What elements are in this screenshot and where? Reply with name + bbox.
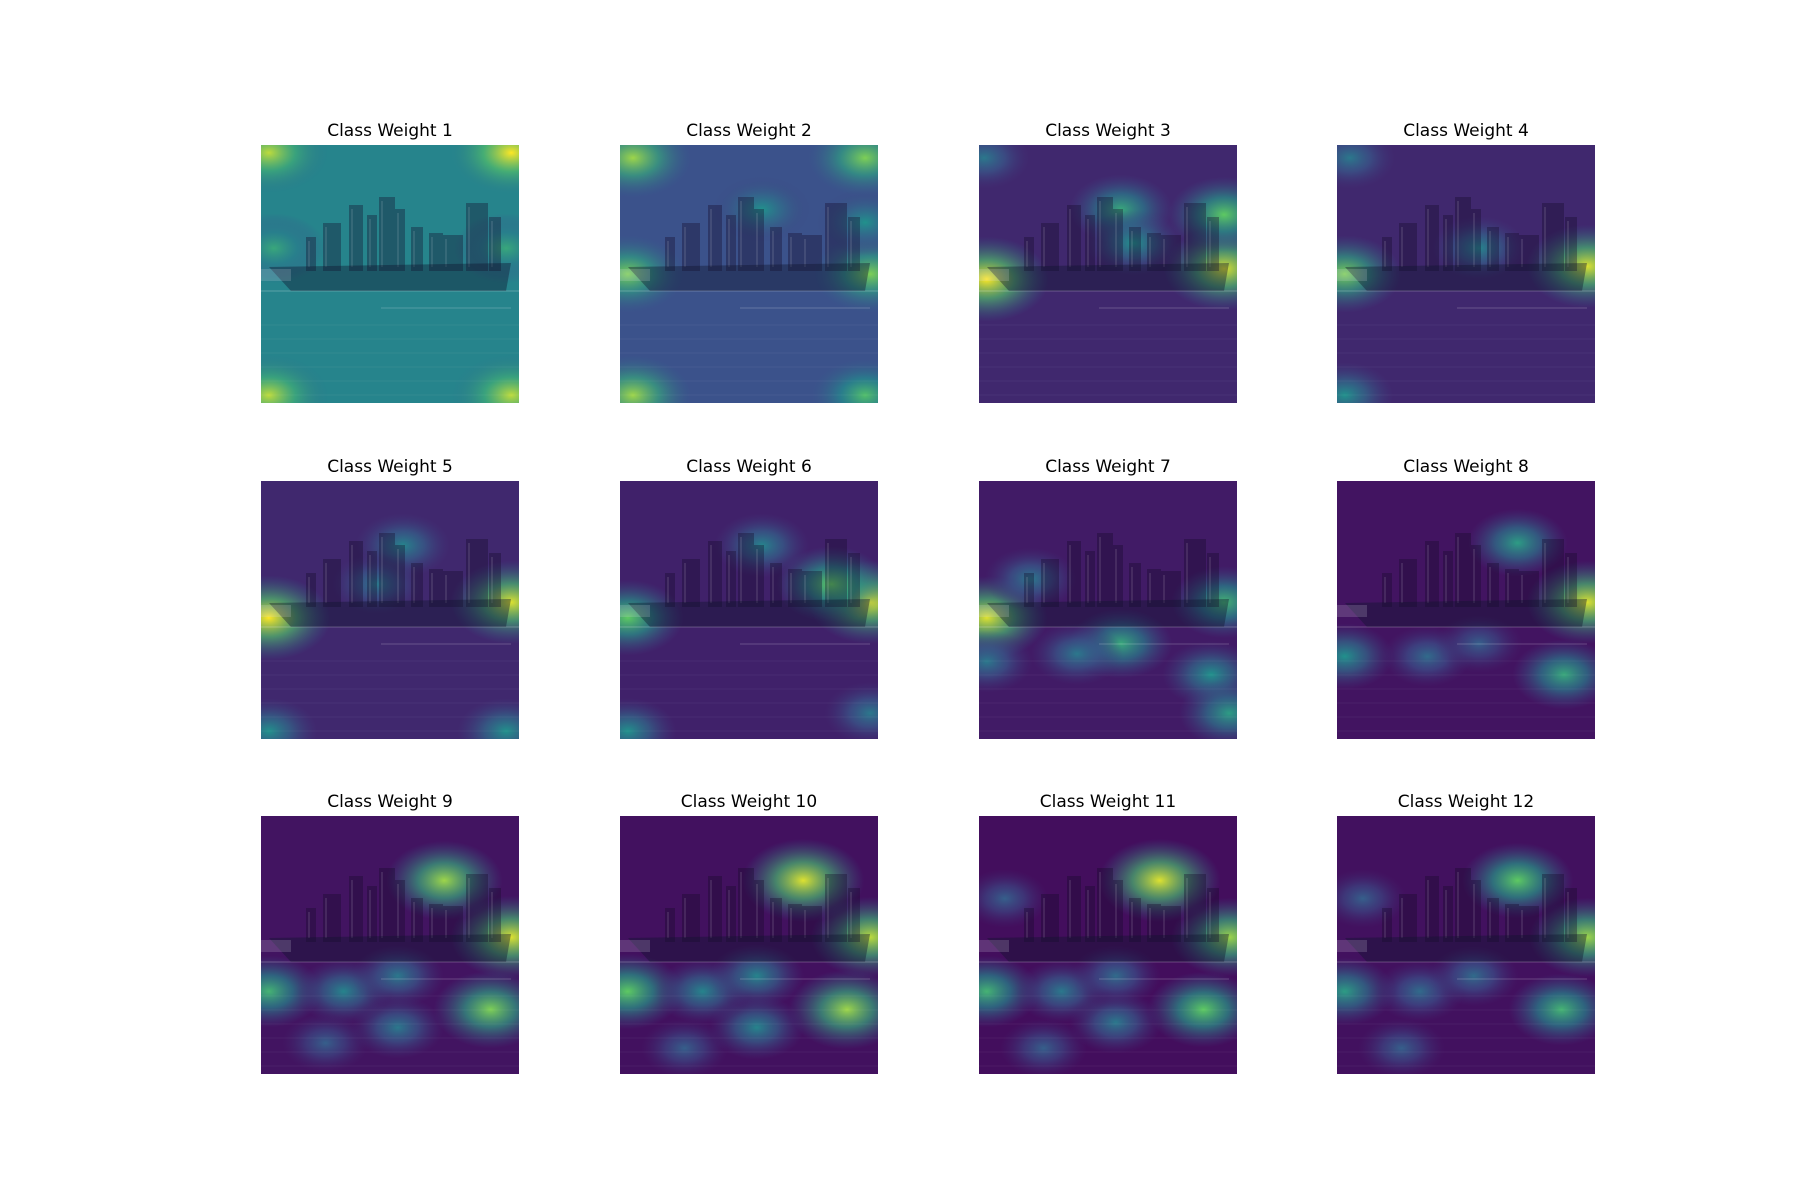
heatmap-panel (979, 145, 1237, 403)
heatmap-panel (261, 145, 519, 403)
heatmap-hotspot (1170, 897, 1237, 977)
heatmap-hotspot (810, 358, 878, 403)
heatmap-hotspot (1179, 679, 1237, 739)
heatmap-panel (1337, 816, 1595, 1074)
heatmap-hotspot (620, 698, 677, 739)
heatmap-hotspot (1435, 614, 1523, 673)
heatmap-hotspot (620, 145, 692, 198)
heatmap-hotspot (451, 354, 519, 403)
heatmap-hotspot (1000, 1018, 1087, 1074)
panel-title: Class Weight 12 (1398, 792, 1534, 812)
panel-title: Class Weight 1 (327, 121, 453, 141)
heatmap-hotspot (1085, 209, 1183, 277)
heatmap-hotspot (385, 840, 503, 921)
heatmap-panel (979, 481, 1237, 739)
heatmap-panel (979, 816, 1237, 1074)
heatmap-hotspot (1147, 971, 1237, 1048)
heatmap-hotspot (742, 838, 865, 923)
heatmap-hotspot (1526, 560, 1595, 644)
heatmap-panel (620, 816, 878, 1074)
panel-title: Class Weight 4 (1403, 121, 1529, 141)
heatmap-hotspot (450, 560, 519, 644)
heatmap-hotspot (457, 698, 519, 739)
heatmap-hotspot (282, 1013, 369, 1073)
heatmap-panel (620, 145, 878, 403)
heatmap-hotspot (1337, 235, 1402, 313)
panel-title: Class Weight 9 (327, 792, 453, 812)
heatmap-panel (1337, 481, 1595, 739)
heatmap-hotspot (331, 552, 424, 616)
heatmap-hotspot (979, 869, 1049, 928)
heatmap-panel (261, 816, 519, 1074)
panel-title: Class Weight 5 (327, 457, 453, 477)
heatmap-hotspot (454, 213, 519, 284)
heatmap-hotspot (1171, 566, 1237, 639)
heatmap-hotspot (816, 189, 878, 256)
heatmap-hotspot (824, 681, 878, 739)
panel-title: Class Weight 6 (686, 457, 812, 477)
heatmap-hotspot (979, 145, 1031, 190)
heatmap-hotspot (1512, 639, 1595, 710)
heatmap-hotspot (709, 943, 805, 1009)
heatmap-hotspot (979, 630, 1033, 693)
heatmap-hotspot (620, 235, 685, 313)
heatmap-hotspot (448, 145, 519, 196)
heatmap-hotspot (620, 579, 684, 656)
panel-title: Class Weight 11 (1040, 792, 1176, 812)
panel-title: Class Weight 3 (1045, 121, 1171, 141)
heatmap-hotspot (1526, 224, 1595, 308)
heatmap-panel (620, 481, 878, 739)
heatmap-hotspot (261, 213, 326, 284)
panels-container: Class Weight 1 Class Weight 2 Class Weight… (261, 121, 1595, 1074)
heatmap-hotspot (1461, 842, 1574, 919)
heatmap-hotspot (1337, 145, 1396, 190)
heatmap-hotspot (1337, 362, 1394, 403)
heatmap-hotspot (1069, 991, 1162, 1054)
heatmap-hotspot (1071, 945, 1161, 1007)
heatmap-hotspot (1031, 622, 1124, 686)
heatmap-hotspot (433, 970, 519, 1049)
heatmap-hotspot (261, 354, 329, 403)
heatmap-hotspot (1467, 508, 1568, 578)
heatmap-hotspot (788, 969, 878, 1050)
heatmap-hotspot (713, 176, 811, 243)
heatmap-hotspot (1098, 838, 1221, 923)
panel-title: Class Weight 7 (1045, 457, 1171, 477)
heatmap-hotspot (984, 547, 1077, 611)
heatmap-hotspot (1337, 869, 1407, 928)
heatmap-hotspot (261, 145, 329, 194)
heatmap-hotspot (1429, 945, 1519, 1007)
heatmap-hotspot (1337, 623, 1394, 690)
heatmap-hotspot (620, 355, 692, 403)
heatmap-hotspot (775, 546, 878, 623)
heatmap-hotspot (261, 575, 332, 661)
heatmap-hotspot (261, 698, 318, 739)
heatmap-panel (1337, 145, 1595, 403)
heatmap-hotspot (709, 995, 805, 1060)
heatmap-hotspot (714, 513, 810, 578)
heatmap-hotspot (1168, 176, 1237, 253)
heatmap-panel (261, 481, 519, 739)
panel-title: Class Weight 10 (681, 792, 817, 812)
heatmap-hotspot (808, 145, 878, 197)
heatmap-hotspot (351, 944, 444, 1008)
heatmap-hotspot (1508, 973, 1595, 1046)
heatmap-hotspot (351, 996, 444, 1059)
heatmap-hotspot (450, 895, 519, 979)
heatmap-hotspot (1528, 897, 1595, 977)
panel-title: Class Weight 2 (686, 121, 812, 141)
panel-title: Class Weight 8 (1403, 457, 1529, 477)
heatmap-hotspot (979, 236, 1050, 322)
heatmap-hotspot (1431, 215, 1527, 281)
heatmap-hotspot (810, 896, 878, 978)
heatmap-hotspot (1358, 1018, 1445, 1074)
heatmap-hotspot (641, 1018, 728, 1074)
heatmap-hotspot (1337, 957, 1395, 1026)
